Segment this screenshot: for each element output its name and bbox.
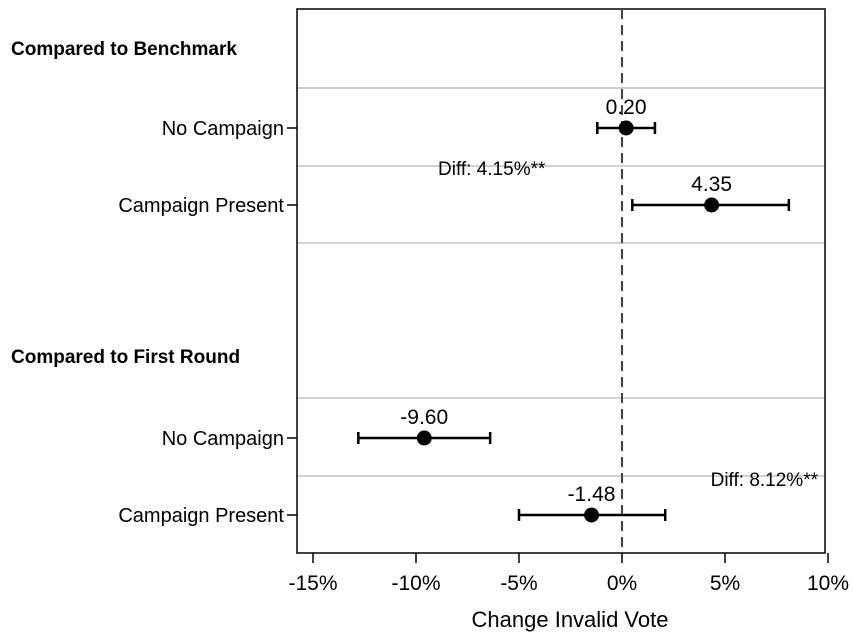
point-estimate xyxy=(704,197,720,213)
group-title: Compared to Benchmark xyxy=(11,39,237,60)
plot-frame xyxy=(296,8,826,554)
x-tick-label: -5% xyxy=(500,572,537,595)
data-label: 4.35 xyxy=(691,173,732,196)
x-tick-label: 0% xyxy=(607,572,637,595)
x-tick-label: -15% xyxy=(288,572,337,595)
diff-annotation: Diff: 4.15%** xyxy=(438,159,546,180)
row-label: No Campaign xyxy=(162,118,284,140)
row-label: Campaign Present xyxy=(118,195,284,217)
row-label: Campaign Present xyxy=(118,505,284,527)
row-label: No Campaign xyxy=(162,428,284,450)
x-tick-label: -10% xyxy=(391,572,440,595)
data-label: -9.60 xyxy=(400,406,448,429)
x-tick-label: 10% xyxy=(807,572,849,595)
row-labels: Compared to Benchmark No Campaign Campaign… xyxy=(11,39,819,527)
point-estimate xyxy=(584,507,600,523)
x-axis-title: Change Invalid Vote xyxy=(472,607,669,632)
point-estimate xyxy=(618,120,634,136)
group-title: Compared to First Round xyxy=(11,347,240,368)
point-estimate xyxy=(416,430,432,446)
x-tick-label: 5% xyxy=(710,572,740,595)
data-label: -1.48 xyxy=(568,483,616,506)
estimate-marks: 0.20 4.35 -9.60 -1.48 xyxy=(357,96,791,523)
data-label: 0.20 xyxy=(606,96,647,119)
row-separators xyxy=(297,87,825,477)
x-axis: -15% -10% -5% 0% 5% 10% xyxy=(288,553,849,595)
diff-annotation: Diff: 8.12%** xyxy=(711,470,819,491)
